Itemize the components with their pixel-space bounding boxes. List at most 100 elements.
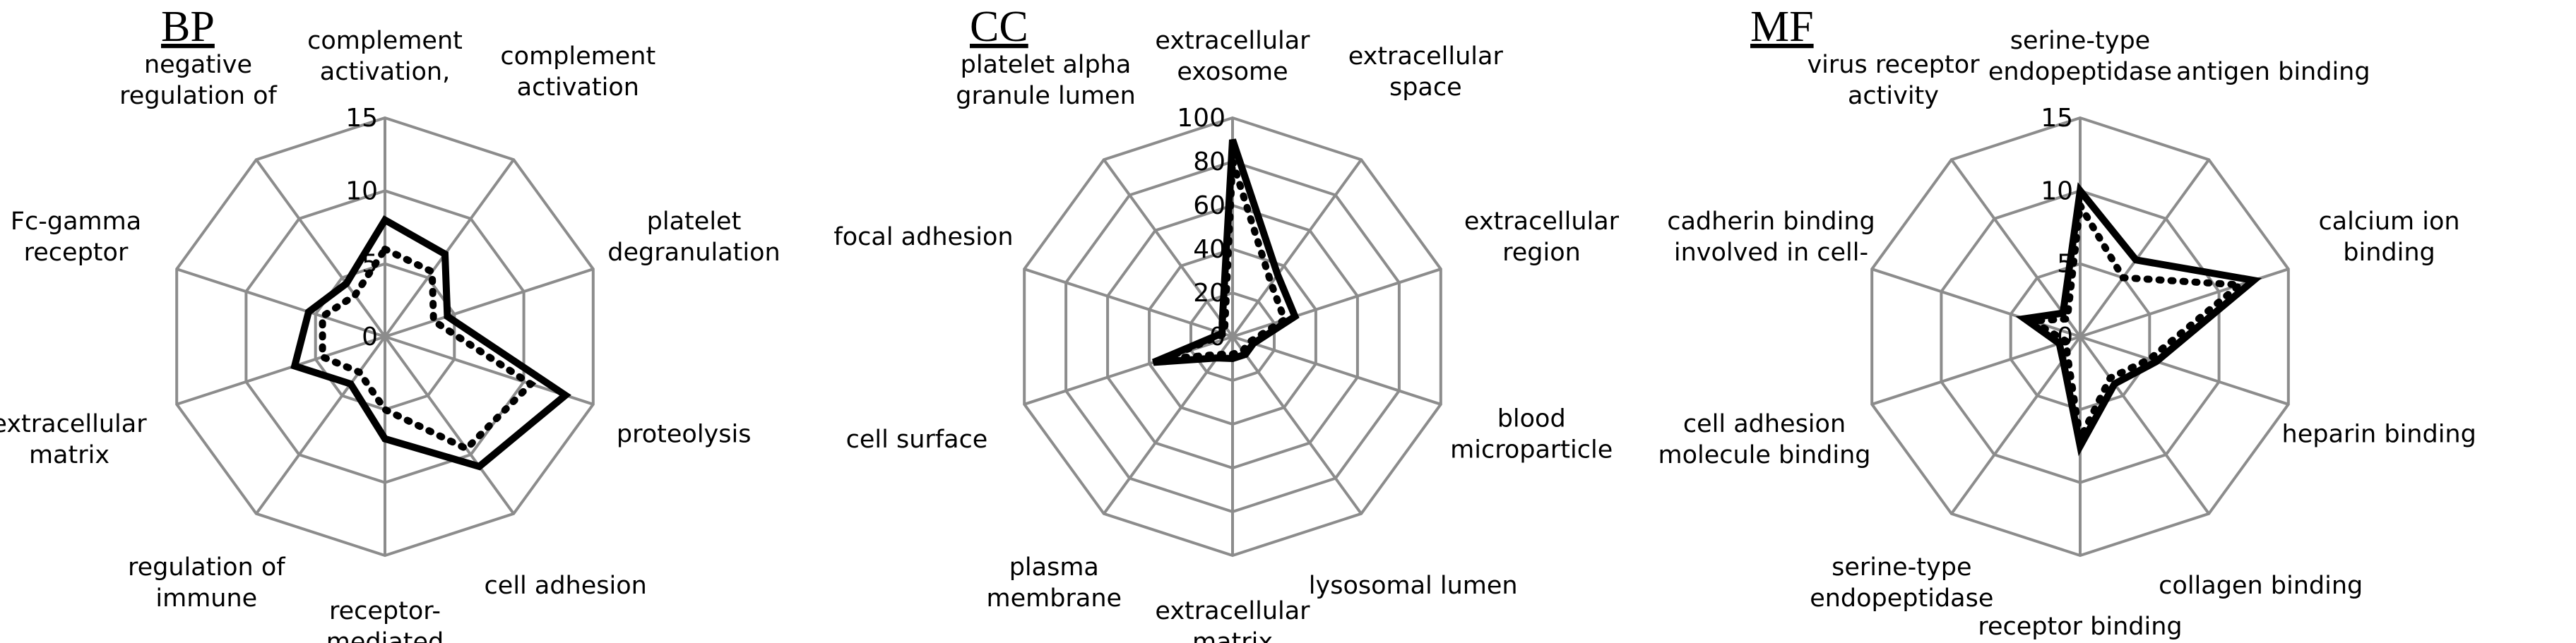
tick-label: 40 — [1193, 235, 1225, 264]
category-label-line: membrane — [987, 584, 1122, 613]
category-label-line: Fc-gamma — [11, 208, 141, 236]
grid-spoke — [1871, 335, 2081, 406]
category-label-line: calcium ion — [2318, 208, 2459, 236]
tick-label: 10 — [2041, 176, 2073, 205]
category-label-line: complement — [307, 27, 463, 55]
tick-label: 60 — [1193, 191, 1225, 220]
series-line-solid — [2015, 182, 2262, 457]
category-label-line: extracellular — [1155, 597, 1310, 625]
category-label-line: extracellular — [1464, 208, 1620, 236]
category-label-line: matrix — [29, 441, 109, 469]
category-label-line: space — [1389, 73, 1462, 102]
category-label-line: serine-type — [1832, 553, 1971, 582]
category-label: virus receptor activity — [1807, 51, 1980, 110]
grid-spoke — [255, 335, 386, 515]
category-label: collagen binding — [2159, 572, 2363, 600]
category-label-line: platelet alpha — [961, 51, 1132, 79]
category-label-line: matrix — [1192, 628, 1273, 643]
category-label: Fc-gamma receptor — [11, 208, 141, 267]
category-label-line: extracellular — [1155, 27, 1310, 55]
tick-label: 5 — [2057, 250, 2073, 279]
category-label: extracellular matrix — [1155, 597, 1310, 643]
grid-spoke — [384, 159, 515, 338]
grid-spoke — [1103, 159, 1234, 338]
grid-spoke — [176, 268, 386, 338]
tick-label: 15 — [2041, 104, 2073, 133]
grid-spoke — [2079, 159, 2210, 338]
category-label-line: antigen binding — [2176, 58, 2370, 86]
category-label: blood microparticle — [1450, 405, 1613, 464]
category-label-line: involved in cell- — [1674, 239, 1868, 267]
category-label-line: activation — [517, 73, 639, 102]
grid-spoke — [176, 335, 386, 406]
tick-label: 0 — [1209, 323, 1225, 351]
category-label: calcium ion binding — [2318, 208, 2459, 267]
category-label-line: complement — [500, 42, 655, 71]
category-label: heparin binding — [2282, 421, 2476, 449]
grid-spoke — [384, 335, 515, 515]
category-label: serine-type endopeptidase — [1988, 27, 2172, 86]
grid-spoke — [255, 159, 386, 338]
category-label-line: microparticle — [1450, 436, 1613, 464]
grid-spoke — [1231, 335, 1363, 515]
category-label: cell adhesion — [485, 572, 647, 600]
category-label-line: cell surface — [846, 426, 988, 454]
category-label: extracellular matrix — [0, 410, 147, 469]
category-label: extracellular exosome — [1155, 27, 1310, 86]
series-line-dotted — [319, 244, 537, 453]
category-label-line: exosome — [1177, 58, 1288, 86]
category-label: receptor-mediated — [326, 597, 444, 643]
category-label: plasma membrane — [987, 553, 1122, 613]
category-label: lysosomal lumen — [1309, 572, 1518, 600]
category-label: complement activation — [500, 42, 655, 102]
tick-label: 0 — [2057, 323, 2073, 351]
category-label-line: virus receptor — [1807, 51, 1980, 79]
grid-spoke — [2079, 335, 2210, 515]
grid-spoke — [1231, 159, 1363, 338]
tick-label: 20 — [1193, 279, 1225, 308]
category-label-line: serine-type — [2010, 27, 2150, 55]
category-label-line: receptor — [24, 239, 129, 267]
category-label-line: negative — [144, 51, 252, 79]
category-label: receptor binding — [1978, 613, 2182, 641]
category-label: complement activation, — [307, 27, 463, 86]
category-label-line: cadherin binding — [1667, 208, 1875, 236]
series-line-dotted — [1162, 160, 1289, 363]
category-label: serine-type endopeptidase — [1810, 553, 1993, 613]
panel-title: BP — [161, 3, 215, 51]
category-label-line: granule lumen — [956, 82, 1136, 110]
category-label: negative regulation of — [119, 51, 277, 110]
series-line-dotted — [2019, 194, 2249, 451]
category-label-line: regulation of — [128, 553, 285, 582]
category-label-line: mediated — [326, 628, 444, 643]
grid-spoke — [1232, 268, 1442, 338]
grid-spoke — [1103, 335, 1234, 515]
category-label-line: regulation of — [119, 82, 277, 110]
category-label-line: cell adhesion — [1683, 410, 1846, 438]
category-label-line: blood — [1497, 405, 1566, 433]
category-label-line: cell adhesion — [485, 572, 647, 600]
tick-label: 15 — [345, 104, 378, 133]
category-label-line: extracellular — [0, 410, 147, 438]
category-label-line: heparin binding — [2282, 421, 2476, 449]
category-label: cell surface — [846, 426, 988, 454]
category-label-line: collagen binding — [2159, 572, 2363, 600]
category-label-line: activity — [1848, 82, 1939, 110]
category-label: antigen binding — [2176, 58, 2370, 86]
category-label-line: region — [1502, 239, 1581, 267]
category-label-line: degranulation — [607, 239, 780, 267]
grid-spoke — [1023, 268, 1233, 338]
category-label-line: extracellular — [1348, 42, 1504, 71]
category-label: extracellular space — [1348, 42, 1504, 102]
tick-label: 0 — [362, 323, 378, 351]
category-label-line: platelet — [647, 208, 742, 236]
grid-spoke — [1232, 335, 1442, 406]
category-label: focal adhesion — [833, 223, 1013, 251]
grid-spoke — [1950, 335, 2082, 515]
category-label-line: endopeptidase — [1988, 58, 2172, 86]
category-label-line: immune — [155, 584, 257, 613]
